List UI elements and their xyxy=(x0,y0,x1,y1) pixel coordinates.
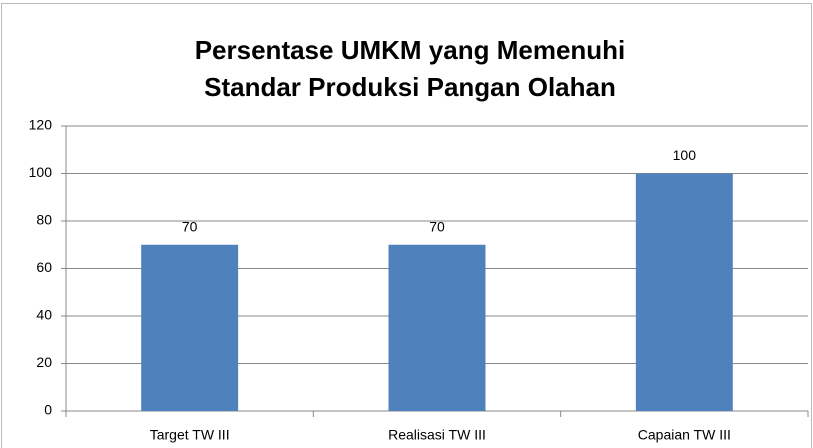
y-tick-label: 20 xyxy=(36,354,52,370)
y-tick-label: 100 xyxy=(29,164,53,180)
y-tick-label: 0 xyxy=(44,402,52,418)
bar xyxy=(141,244,239,411)
chart-border xyxy=(1,3,812,448)
bar xyxy=(635,173,733,411)
y-tick-label: 80 xyxy=(36,212,52,228)
y-tick-label: 40 xyxy=(36,307,52,323)
data-label: 70 xyxy=(182,218,198,234)
data-label: 100 xyxy=(673,147,697,163)
y-tick-label: 120 xyxy=(29,117,53,133)
data-label: 70 xyxy=(429,218,445,234)
x-tick-label: Target TW III xyxy=(150,427,230,443)
y-tick-label: 60 xyxy=(36,259,52,275)
x-tick-label: Realisasi TW III xyxy=(388,427,486,443)
bar xyxy=(388,244,486,411)
x-tick-label: Capaian TW III xyxy=(638,427,731,443)
chart-title: Persentase UMKM yang Memenuhi Standar Pr… xyxy=(194,35,626,102)
